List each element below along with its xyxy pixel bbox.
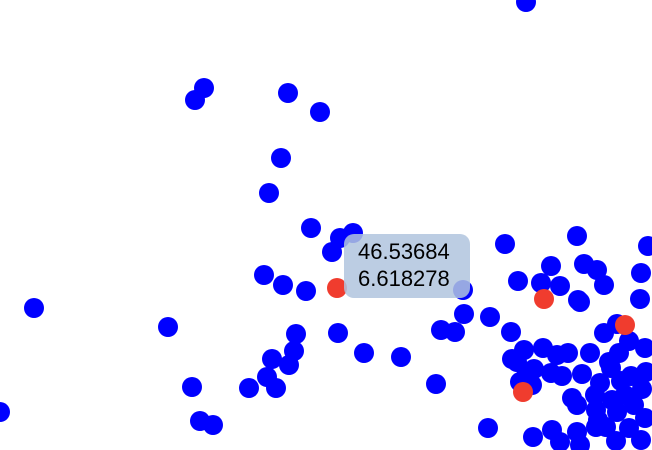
map-marker[interactable] xyxy=(182,377,202,397)
map-marker[interactable] xyxy=(286,324,306,344)
map-marker[interactable] xyxy=(635,408,652,428)
map-marker[interactable] xyxy=(541,363,561,383)
map-marker[interactable] xyxy=(478,418,498,438)
map-marker[interactable] xyxy=(262,349,282,369)
map-marker[interactable] xyxy=(310,102,330,122)
map-marker[interactable] xyxy=(580,343,600,363)
map-marker[interactable] xyxy=(391,347,411,367)
map-marker-highlighted[interactable] xyxy=(615,315,635,335)
map-marker[interactable] xyxy=(480,307,500,327)
map-marker[interactable] xyxy=(328,323,348,343)
map-marker[interactable] xyxy=(239,378,259,398)
map-marker[interactable] xyxy=(588,410,608,430)
map-marker[interactable] xyxy=(507,352,527,372)
map-marker[interactable] xyxy=(632,379,652,399)
map-marker[interactable] xyxy=(273,275,293,295)
map-marker[interactable] xyxy=(638,236,652,256)
map-marker[interactable] xyxy=(631,430,651,450)
map-marker[interactable] xyxy=(585,385,605,405)
map-marker[interactable] xyxy=(259,183,279,203)
map-marker[interactable] xyxy=(271,148,291,168)
map-marker[interactable] xyxy=(254,265,274,285)
map-marker[interactable] xyxy=(158,317,178,337)
map-marker[interactable] xyxy=(516,0,536,12)
map-marker[interactable] xyxy=(550,432,570,450)
map-marker[interactable] xyxy=(501,322,521,342)
map-marker[interactable] xyxy=(185,90,205,110)
map-marker[interactable] xyxy=(24,298,44,318)
map-marker[interactable] xyxy=(541,256,561,276)
map-marker[interactable] xyxy=(594,275,614,295)
map-marker[interactable] xyxy=(631,263,651,283)
map-marker[interactable] xyxy=(495,234,515,254)
map-marker[interactable] xyxy=(550,276,570,296)
map-marker[interactable] xyxy=(296,281,316,301)
map-marker[interactable] xyxy=(278,83,298,103)
map-marker[interactable] xyxy=(508,271,528,291)
map-marker[interactable] xyxy=(570,435,590,450)
map-marker[interactable] xyxy=(266,378,286,398)
map-marker[interactable] xyxy=(572,364,592,384)
map-marker[interactable] xyxy=(301,218,321,238)
map-marker-highlighted[interactable] xyxy=(513,382,533,402)
map-marker[interactable] xyxy=(203,415,223,435)
map-marker[interactable] xyxy=(611,371,631,391)
map-marker[interactable] xyxy=(636,362,652,382)
map-marker[interactable] xyxy=(568,290,588,310)
map-marker[interactable] xyxy=(606,431,626,450)
map-marker[interactable] xyxy=(562,388,582,408)
map-marker[interactable] xyxy=(607,402,627,422)
tooltip-longitude: 6.618278 xyxy=(358,266,450,291)
map-marker[interactable] xyxy=(533,338,553,358)
map-marker[interactable] xyxy=(322,242,342,262)
map-marker[interactable] xyxy=(354,343,374,363)
map-marker[interactable] xyxy=(445,322,465,342)
map-marker[interactable] xyxy=(630,289,650,309)
map-marker[interactable] xyxy=(279,355,299,375)
map-marker[interactable] xyxy=(0,402,10,422)
map-marker[interactable] xyxy=(426,374,446,394)
map-marker[interactable] xyxy=(567,226,587,246)
map-marker[interactable] xyxy=(531,273,551,293)
coordinate-tooltip: 46.53684 6.618278 xyxy=(344,234,470,298)
map-marker[interactable] xyxy=(587,260,607,280)
map-marker[interactable] xyxy=(454,304,474,324)
map-marker-highlighted[interactable] xyxy=(327,278,347,298)
map-marker-highlighted[interactable] xyxy=(534,289,554,309)
map-marker[interactable] xyxy=(523,427,543,447)
map-marker[interactable] xyxy=(635,338,652,358)
tooltip-latitude: 46.53684 xyxy=(358,239,450,264)
